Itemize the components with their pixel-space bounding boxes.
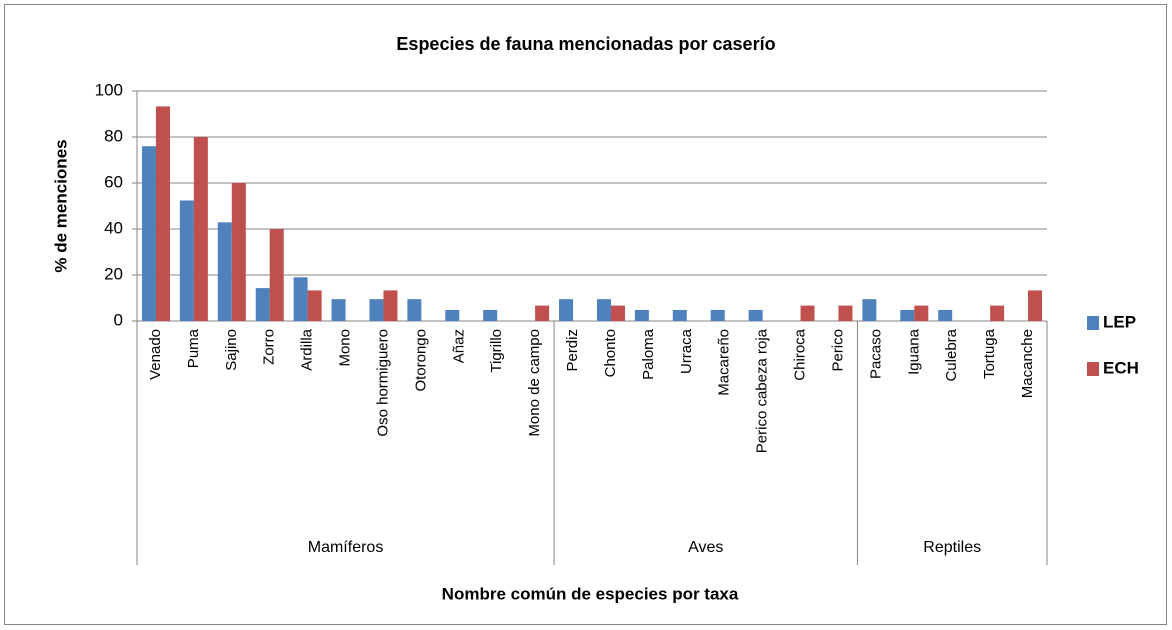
y-tick-label: 40 <box>104 218 123 237</box>
bar <box>383 290 398 321</box>
bar <box>179 200 194 321</box>
x-tick-label: Paloma <box>640 328 657 380</box>
bar <box>217 222 232 321</box>
y-tick-label: 100 <box>95 80 123 99</box>
bar <box>331 299 346 321</box>
x-tick-label: Venado <box>147 329 164 380</box>
x-tick-label: Sajino <box>223 329 240 371</box>
y-axis-title: % de menciones <box>51 139 70 272</box>
bar <box>141 146 156 321</box>
x-tick-label: Macareño <box>716 329 733 396</box>
bar <box>255 288 270 321</box>
bar <box>445 309 460 321</box>
y-tick-label: 20 <box>104 264 123 283</box>
bar <box>269 229 284 321</box>
x-tick-label: Otorongo <box>412 329 429 392</box>
bar <box>307 290 322 321</box>
legend-swatch <box>1087 316 1099 330</box>
x-tick-label: Tortuga <box>981 328 998 379</box>
x-tick-label: Iguana <box>905 328 922 375</box>
bar <box>559 299 574 321</box>
x-tick-label: Chiroca <box>792 328 809 380</box>
x-tick-label: Oso hormiguero <box>374 329 391 437</box>
bar <box>155 106 170 321</box>
bar <box>862 299 877 321</box>
x-tick-label: Urraca <box>678 328 695 374</box>
x-tick-label: Perico cabeza roja <box>754 328 771 453</box>
bar <box>610 305 625 321</box>
x-tick-label: Añaz <box>450 329 467 363</box>
bar <box>407 299 422 321</box>
x-axis-title: Nombre común de especies por taxa <box>442 584 739 603</box>
bar <box>900 309 915 321</box>
group-label: Aves <box>688 539 723 556</box>
y-tick-label: 80 <box>104 126 123 145</box>
bar <box>914 305 929 321</box>
legend-label: LEP <box>1103 312 1136 331</box>
x-tick-label: Mono <box>337 329 354 367</box>
chart-title: Especies de fauna mencionadas por caserí… <box>396 34 775 54</box>
x-tick-label: Pacaso <box>867 329 884 379</box>
y-tick-label: 0 <box>114 310 123 329</box>
legend-label: ECH <box>1103 358 1139 377</box>
bar <box>838 305 853 321</box>
bar <box>1028 290 1043 321</box>
x-tick-label: Perico <box>829 329 846 372</box>
x-tick-label: Tigrillo <box>488 329 505 373</box>
bar <box>990 305 1005 321</box>
bar <box>369 299 384 321</box>
bar <box>634 309 649 321</box>
x-tick-label: Mono de campo <box>526 329 543 437</box>
x-tick-label: Ardilla <box>299 328 316 370</box>
group-label: Reptiles <box>923 539 981 556</box>
x-tick-label: Puma <box>185 328 202 368</box>
x-tick-label: Macanche <box>1019 329 1036 398</box>
bar <box>710 309 725 321</box>
bar <box>800 305 815 321</box>
x-tick-label: Chonto <box>602 329 619 377</box>
bar <box>193 137 208 321</box>
bar <box>535 305 550 321</box>
x-tick-label: Perdiz <box>564 329 581 372</box>
bar <box>483 309 498 321</box>
x-tick-label: Culebra <box>943 328 960 381</box>
bar <box>748 309 763 321</box>
y-tick-label: 60 <box>104 172 123 191</box>
bar <box>596 299 611 321</box>
legend-swatch <box>1087 362 1099 376</box>
bar <box>293 277 308 321</box>
bar <box>231 183 246 321</box>
x-tick-label: Zorro <box>261 329 278 365</box>
bar <box>938 309 953 321</box>
group-label: Mamíferos <box>308 539 384 556</box>
bar <box>672 309 687 321</box>
